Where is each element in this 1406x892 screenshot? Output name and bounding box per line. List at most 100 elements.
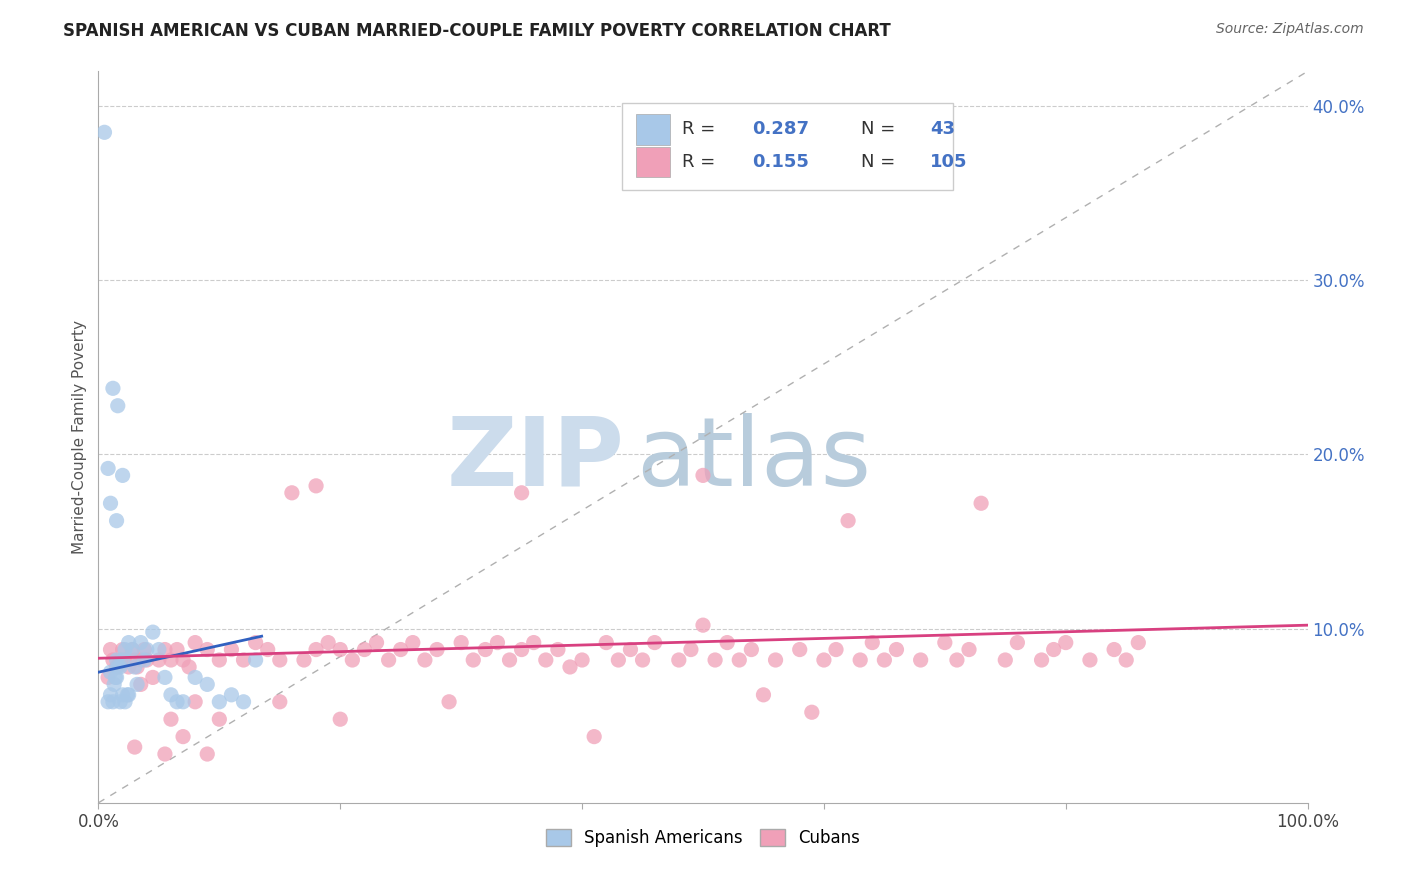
Point [101, 695, 124, 709]
Point [129, 635, 152, 649]
Point [108, 653, 131, 667]
Point [184, 695, 207, 709]
Point [789, 642, 811, 657]
Text: atlas: atlas [637, 412, 872, 506]
Point [195, 677, 218, 691]
Point [101, 381, 124, 395]
Point [692, 468, 714, 483]
Point [534, 653, 557, 667]
Point [426, 642, 449, 657]
Point [583, 730, 606, 744]
Point [450, 635, 472, 649]
Point [129, 677, 152, 691]
Point [107, 660, 129, 674]
Point [571, 653, 593, 667]
Point [111, 653, 134, 667]
Point [195, 642, 218, 657]
Point [256, 642, 278, 657]
Point [105, 670, 128, 684]
Point [245, 635, 267, 649]
Point [825, 642, 848, 657]
Point [486, 635, 509, 649]
Point [946, 653, 969, 667]
Point [111, 642, 134, 657]
Point [765, 653, 787, 667]
Point [269, 695, 291, 709]
Point [127, 677, 149, 691]
Text: 0.287: 0.287 [752, 120, 810, 138]
Point [595, 635, 617, 649]
Point [114, 653, 136, 667]
Point [342, 653, 364, 667]
Point [934, 635, 956, 649]
Point [558, 660, 581, 674]
Point [142, 670, 165, 684]
Point [474, 642, 496, 657]
Point [111, 468, 134, 483]
Point [153, 642, 176, 657]
Point [166, 642, 188, 657]
Point [108, 695, 131, 709]
Point [837, 514, 859, 528]
Point [114, 642, 136, 657]
Point [208, 712, 231, 726]
Text: 105: 105 [931, 153, 967, 171]
Point [886, 642, 908, 657]
Point [353, 642, 375, 657]
Point [1078, 653, 1101, 667]
Point [179, 660, 201, 674]
Point [619, 642, 641, 657]
Point [105, 660, 128, 674]
Point [111, 688, 134, 702]
Point [329, 642, 352, 657]
Point [153, 747, 176, 761]
Point [329, 712, 352, 726]
Point [281, 485, 304, 500]
Point [1128, 635, 1150, 649]
Point [118, 660, 141, 674]
Point [437, 695, 460, 709]
Point [269, 653, 291, 667]
Point [305, 479, 328, 493]
Point [114, 695, 136, 709]
Point [510, 485, 533, 500]
Point [124, 653, 146, 667]
Point [134, 653, 156, 667]
Y-axis label: Married-Couple Family Poverty: Married-Couple Family Poverty [72, 320, 87, 554]
Point [221, 642, 243, 657]
Point [389, 642, 412, 657]
Point [644, 635, 666, 649]
Point [97, 670, 120, 684]
Text: N =: N = [862, 120, 901, 138]
Point [800, 705, 823, 719]
Text: 43: 43 [931, 120, 955, 138]
Point [153, 670, 176, 684]
Point [135, 642, 157, 657]
Point [172, 730, 194, 744]
Point [752, 688, 775, 702]
Point [105, 653, 128, 667]
FancyBboxPatch shape [621, 103, 953, 190]
Point [463, 653, 485, 667]
Point [100, 496, 122, 510]
Text: SPANISH AMERICAN VS CUBAN MARRIED-COUPLE FAMILY POVERTY CORRELATION CHART: SPANISH AMERICAN VS CUBAN MARRIED-COUPLE… [63, 22, 891, 40]
Point [1007, 635, 1029, 649]
Bar [637, 114, 671, 145]
Point [124, 660, 146, 674]
Point [631, 653, 654, 667]
Point [704, 653, 727, 667]
Point [195, 747, 218, 761]
Point [873, 653, 896, 667]
Point [103, 677, 125, 691]
Point [232, 653, 254, 667]
Point [166, 695, 188, 709]
Point [402, 635, 425, 649]
Point [118, 688, 141, 702]
Bar [637, 146, 671, 178]
Point [740, 642, 762, 657]
Point [160, 688, 183, 702]
Point [413, 653, 436, 667]
Point [849, 653, 872, 667]
Point [245, 653, 267, 667]
Text: N =: N = [862, 153, 901, 171]
